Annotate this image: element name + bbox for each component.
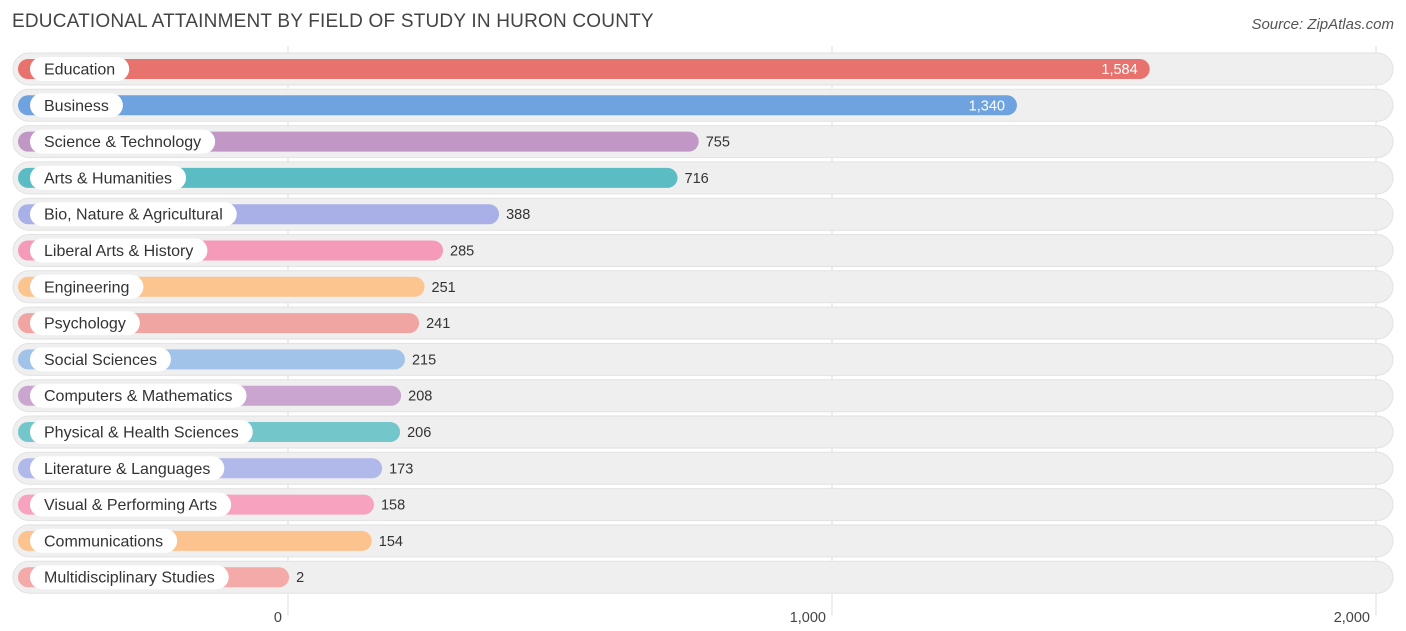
category-label: Psychology [44, 316, 126, 333]
value-label: 241 [426, 316, 450, 332]
category-label: Social Sciences [44, 352, 157, 369]
value-label: 285 [450, 244, 474, 260]
x-tick-label: 1,000 [790, 610, 826, 626]
bar [18, 59, 1150, 79]
bar-row: Business 1,340 [12, 88, 1394, 122]
value-label: 158 [381, 498, 405, 514]
category-label: Physical & Health Sciences [44, 425, 239, 442]
value-label: 1,340 [969, 98, 1005, 114]
category-label: Visual & Performing Arts [44, 497, 217, 514]
x-tick-label: 2,000 [1334, 610, 1370, 626]
category-pill [30, 238, 208, 263]
category-label: Literature & Languages [44, 461, 210, 478]
category-label: Communications [44, 533, 163, 550]
value-label: 2 [296, 570, 304, 586]
chart-title: EDUCATIONAL ATTAINMENT BY FIELD OF STUDY… [12, 11, 654, 32]
category-label: Business [44, 98, 109, 115]
x-tick-label: 0 [274, 610, 282, 626]
category-pill [30, 528, 178, 553]
bar-row: Computers & Mathematics 208 [12, 379, 1394, 413]
category-pill [30, 274, 144, 299]
value-label: 173 [389, 461, 413, 477]
value-label: 154 [379, 534, 403, 550]
category-label: Bio, Nature & Agricultural [44, 207, 223, 224]
category-pill [30, 347, 171, 372]
bar-row: Communications 154 [12, 524, 1394, 558]
value-label: 206 [407, 425, 431, 441]
category-pill [30, 565, 229, 590]
chart-source: Source: ZipAtlas.com [1251, 16, 1394, 33]
bar-row: Engineering 251 [12, 270, 1394, 304]
bar-row: Visual & Performing Arts 158 [12, 488, 1394, 522]
category-label: Education [44, 62, 115, 79]
value-label: 755 [706, 135, 730, 151]
bar-row: Physical & Health Sciences 206 [12, 415, 1394, 449]
category-pill [30, 456, 225, 481]
bar-row: Bio, Nature & Agricultural 388 [12, 197, 1394, 231]
category-pill [30, 93, 123, 118]
category-pill [30, 311, 140, 336]
bar [18, 95, 1017, 116]
bar-row: Psychology 241 [12, 306, 1394, 340]
bar-row: Arts & Humanities 716 [12, 161, 1394, 195]
value-label: 251 [432, 280, 456, 296]
category-pill [30, 420, 253, 444]
category-label: Computers & Mathematics [44, 388, 233, 405]
category-pill [30, 383, 247, 408]
value-label: 388 [506, 207, 530, 223]
value-label: 716 [685, 171, 709, 187]
category-label: Engineering [44, 279, 129, 296]
category-pill [30, 57, 130, 81]
bar-row: Social Sciences 215 [12, 342, 1394, 376]
value-label: 215 [412, 352, 436, 368]
bar-row: Multidisciplinary Studies 2 [12, 560, 1394, 594]
category-pill [30, 202, 237, 227]
category-pill [30, 165, 187, 190]
value-label: 1,584 [1101, 62, 1137, 78]
category-label: Arts & Humanities [44, 170, 172, 187]
category-label: Multidisciplinary Studies [44, 570, 215, 587]
row-track [12, 560, 1394, 594]
value-label: 208 [408, 389, 432, 405]
bar-rows: Education 1,584 Business 1,340 Science & Tec… [12, 52, 1394, 594]
bar-row: Education 1,584 [12, 52, 1394, 86]
bar-row: Science & Technology 755 [12, 125, 1394, 159]
category-label: Liberal Arts & History [44, 243, 193, 260]
x-axis: 0 1,000 2,000 [274, 610, 1370, 626]
category-pill [30, 129, 216, 154]
bar-row: Literature & Languages 173 [12, 451, 1394, 485]
category-pill [30, 492, 232, 517]
category-label: Science & Technology [44, 134, 201, 151]
bar-row: Liberal Arts & History 285 [12, 234, 1394, 267]
